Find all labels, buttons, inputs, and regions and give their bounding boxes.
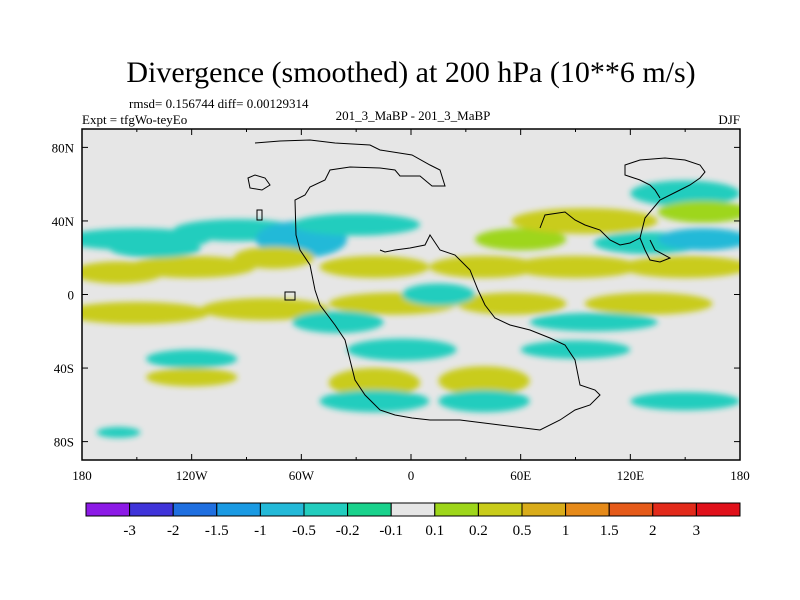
colorbar-label: 0.2 — [469, 523, 488, 539]
colorbar-swatch — [390, 502, 436, 517]
island2-outline — [284, 291, 296, 301]
contour-blob-31 — [438, 390, 530, 413]
y-tick-label: 0 — [68, 288, 75, 303]
coastline-outline — [247, 139, 706, 431]
contour-blob-15 — [511, 255, 640, 278]
contour-blob-25 — [109, 239, 201, 258]
eurasia-outline — [539, 157, 706, 246]
y-tick-label: 80S — [54, 435, 74, 450]
y-tick-label: 40N — [52, 214, 75, 229]
contour-blob-11 — [127, 255, 256, 278]
colorbar-swatch — [652, 502, 697, 517]
colorbar-swatch — [695, 502, 741, 517]
season-label: DJF — [718, 112, 740, 127]
colorbar-swatch — [85, 502, 131, 517]
contour-blob-7 — [657, 200, 740, 223]
contour-blob-27 — [401, 283, 475, 306]
asia-east-outline — [639, 237, 672, 263]
x-tick-label: 180 — [730, 468, 750, 483]
x-tick-label: 0 — [408, 468, 415, 483]
colorbar-label: -0.5 — [292, 523, 316, 539]
contour-blob-20 — [456, 292, 567, 315]
colorbar-label: -0.2 — [336, 523, 360, 539]
contour-blob-28 — [529, 312, 658, 332]
colorbar-label: 0.5 — [513, 523, 532, 539]
contour-blob-5 — [511, 208, 658, 234]
colorbar-swatch — [608, 502, 654, 517]
contour-blob-26 — [292, 311, 384, 334]
colorbar-swatch — [521, 502, 567, 517]
colorbar-label: -3 — [123, 523, 136, 539]
y-tick-label: 40S — [54, 361, 74, 376]
colorbar-label: 1 — [562, 523, 570, 539]
colorbar-label: -1.5 — [205, 523, 229, 539]
chart-title: Divergence (smoothed) at 200 hPa (10**6 … — [126, 56, 695, 89]
expt-label: Expt = tfgWo-teyEo — [82, 112, 187, 127]
contour-blob-33 — [145, 349, 238, 369]
contour-blob-6 — [630, 180, 740, 207]
colorbar-label: 0.1 — [425, 523, 444, 539]
colorbar-swatch — [347, 502, 392, 517]
contour-blob-3 — [292, 213, 421, 236]
contour-blob-24 — [145, 368, 238, 387]
contour-blob-35 — [96, 426, 141, 438]
contour-blob-4 — [474, 228, 567, 251]
colorbar-label: -2 — [167, 523, 180, 539]
x-tick-label: 180 — [72, 468, 92, 483]
colorbar-swatch — [216, 502, 261, 517]
contour-blob-12 — [233, 246, 315, 269]
colorbar: -3 -2 -1.5 -1 -0.5 -0.2 -0.1 0.1 0.2 0.5 1 1.5 2 3 — [85, 502, 741, 539]
x-tick-label: 60E — [510, 468, 531, 483]
colorbar-swatch — [303, 502, 349, 517]
contour-blob-13 — [319, 255, 430, 278]
colorbar-swatch — [565, 502, 610, 517]
divergence-contours — [82, 180, 740, 438]
contour-blob-29 — [347, 338, 457, 361]
contour-blob-30 — [319, 390, 430, 413]
contour-blob-17 — [82, 301, 210, 324]
colorbar-label: -1 — [254, 523, 267, 539]
colorbar-swatch — [259, 502, 305, 517]
contour-blob-14 — [429, 255, 539, 278]
colorbar-label: 3 — [693, 523, 701, 539]
contour-blob-18 — [200, 298, 329, 321]
contour-blob-22 — [328, 368, 421, 398]
colorbar-swatch — [434, 502, 479, 517]
contour-blob-23 — [438, 366, 530, 396]
colorbar-swatch — [172, 502, 218, 517]
contour-blob-32 — [630, 391, 740, 411]
colorbar-swatch — [477, 502, 523, 517]
stats-label: rmsd= 0.156744 diff= 0.00129314 — [129, 96, 309, 111]
contour-blob-34 — [520, 340, 631, 359]
colorbar-label: 1.5 — [600, 523, 619, 539]
island-outline — [256, 209, 263, 221]
greenland-outline — [247, 174, 271, 191]
y-tick-label: 80N — [52, 140, 75, 155]
contour-blob-21 — [584, 292, 713, 315]
axis-ticks: 180 120W 60W 0 60E 120E 180 80N 40N 0 40S 80S — [52, 129, 750, 483]
contour-blob-16 — [621, 255, 740, 278]
x-tick-label: 60W — [289, 468, 315, 483]
x-tick-label: 120W — [176, 468, 209, 483]
contour-blob-9 — [657, 228, 740, 251]
colorbar-swatch — [129, 502, 174, 517]
colorbar-label: -0.1 — [379, 523, 403, 539]
antarctica-outline — [254, 139, 601, 431]
colorbar-label: 2 — [649, 523, 657, 539]
case-label: 201_3_MaBP - 201_3_MaBP — [336, 108, 491, 123]
x-tick-label: 120E — [617, 468, 645, 483]
